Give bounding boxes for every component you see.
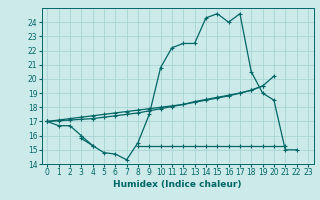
X-axis label: Humidex (Indice chaleur): Humidex (Indice chaleur) <box>113 180 242 189</box>
